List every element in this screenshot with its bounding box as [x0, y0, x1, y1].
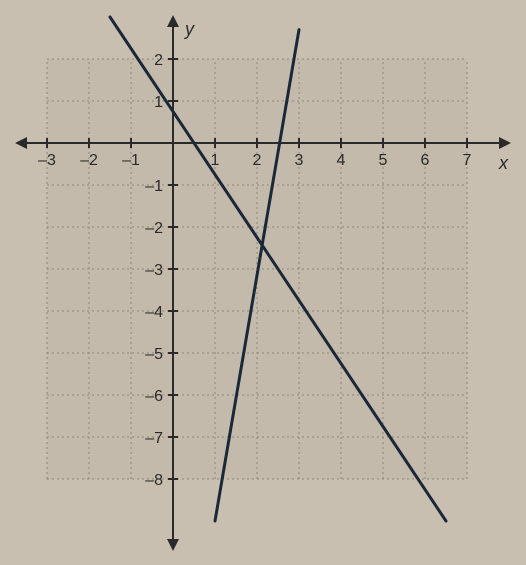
svg-text:–5: –5 — [145, 346, 163, 363]
svg-text:–4: –4 — [145, 304, 163, 321]
svg-text:x: x — [498, 153, 509, 173]
svg-text:–2: –2 — [145, 220, 163, 237]
svg-text:5: 5 — [379, 152, 388, 169]
svg-text:6: 6 — [421, 152, 430, 169]
svg-text:2: 2 — [154, 52, 163, 69]
svg-text:4: 4 — [337, 152, 346, 169]
svg-text:–1: –1 — [122, 152, 140, 169]
svg-text:–1: –1 — [145, 178, 163, 195]
coordinate-chart: –3–2–11234567–8–7–6–5–4–3–2–112xy — [13, 13, 513, 553]
chart-svg: –3–2–11234567–8–7–6–5–4–3–2–112xy — [13, 13, 513, 553]
svg-text:–6: –6 — [145, 388, 163, 405]
svg-text:–3: –3 — [145, 262, 163, 279]
svg-text:2: 2 — [253, 152, 262, 169]
svg-text:y: y — [183, 19, 195, 39]
svg-text:–7: –7 — [145, 430, 163, 447]
svg-text:–3: –3 — [38, 152, 56, 169]
svg-text:1: 1 — [211, 152, 220, 169]
svg-text:–8: –8 — [145, 472, 163, 489]
svg-text:–2: –2 — [80, 152, 98, 169]
svg-text:7: 7 — [463, 152, 472, 169]
svg-text:3: 3 — [295, 152, 304, 169]
